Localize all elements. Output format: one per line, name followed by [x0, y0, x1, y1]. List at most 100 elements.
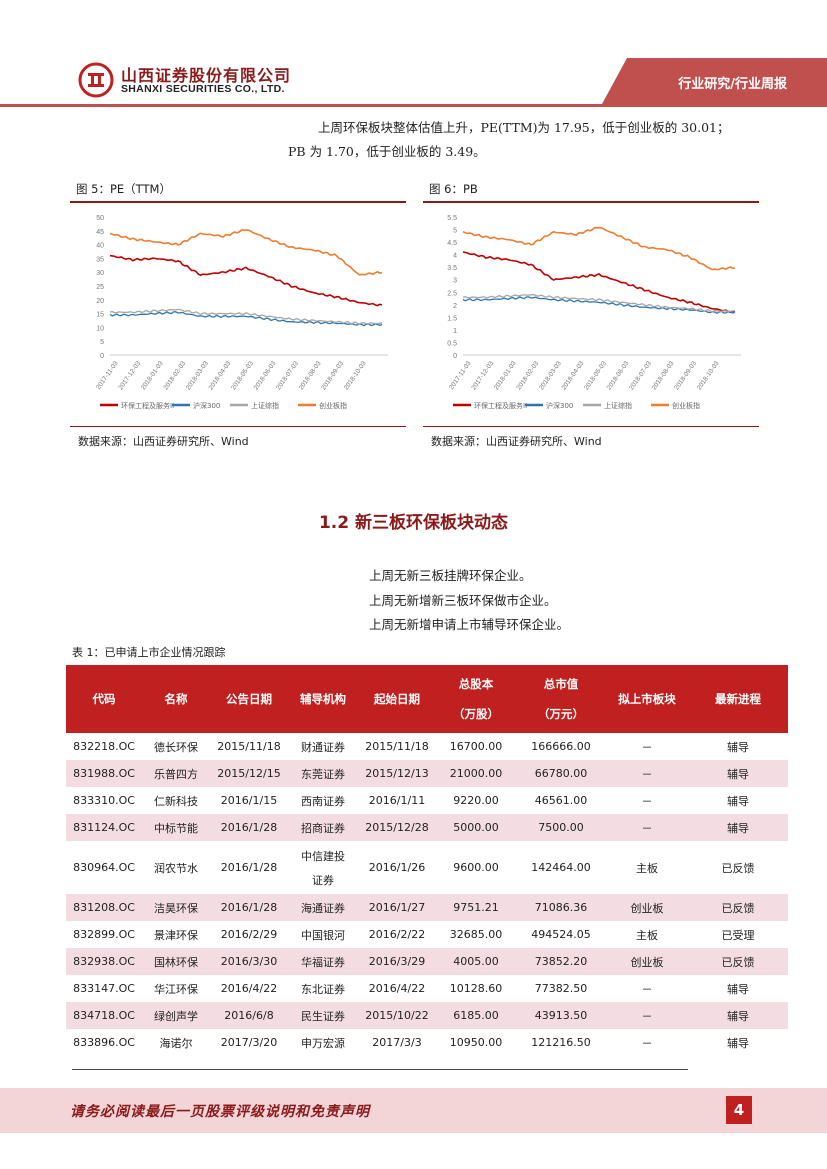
cell-code: 832899.OC [73, 928, 135, 941]
cell-advisor: 财通证券 [301, 740, 345, 754]
header-board: 拟上市板块 [606, 665, 688, 733]
cell-progress: 辅导 [727, 740, 749, 754]
cell-board: － [606, 1002, 688, 1029]
table-row: 831208.OC 洁昊环保 2016/1/28 海通证券 2016/1/27 9751.… [66, 894, 788, 921]
cell-market-cap: 73852.20 [516, 948, 606, 975]
cell-name: 仁新科技 [154, 794, 198, 808]
cell-name: 华江环保 [154, 982, 198, 996]
header-code: 代码 [66, 665, 142, 733]
cell-code: 831208.OC [66, 894, 142, 921]
x-tick-label: 2018-07-03 [628, 360, 653, 392]
page-number: 4 [726, 1096, 752, 1124]
table-row: 830964.OC 润农节水 2016/1/28 中信建投 证券 2016/1/26 960… [66, 841, 788, 894]
y-tick-label: 5 [100, 339, 104, 346]
cell-start-date: 2017/3/3 [372, 1036, 422, 1049]
cell-name: 中标节能 [142, 814, 210, 841]
cell-advisor: 东北证券 [301, 982, 345, 996]
cell-progress: 辅导 [688, 760, 788, 787]
table-row: 834718.OC 绿创声学 2016/6/8 民生证券 2015/10/22 6185.… [66, 1002, 788, 1029]
header-name: 名称 [142, 665, 210, 733]
cell-announce-date: 2016/1/28 [220, 861, 278, 874]
x-tick-label: 2018-05-03 [583, 360, 608, 392]
cell-progress: 辅导 [688, 814, 788, 841]
table-row: 833896.OC 海诺尔 2017/3/20 申万宏源 2017/3/3 10950.0… [66, 1029, 788, 1056]
cell-announce-date: 2015/11/18 [217, 740, 281, 753]
page-footer: 请务必阅读最后一页股票评级说明和免责声明 4 [0, 1088, 827, 1133]
cell-start-date: 2015/12/28 [358, 814, 436, 841]
legend-label: 上证综指 [604, 401, 632, 410]
header-rule [0, 104, 827, 107]
y-tick-label: 45 [96, 229, 104, 236]
x-tick-label: 2018-10-03 [343, 360, 368, 392]
y-tick-label: 3 [453, 278, 457, 285]
y-tick-label: 15 [96, 312, 104, 319]
cell-start-date: 2016/1/26 [368, 861, 426, 874]
series-line-hs300 [462, 296, 736, 315]
y-tick-label: 1.5 [447, 315, 457, 322]
cell-market-cap: 46561.00 [534, 794, 588, 807]
cell-announce-date: 2016/1/28 [210, 814, 288, 841]
x-tick-label: 2018-01-03 [493, 360, 518, 392]
y-tick-label: 35 [96, 256, 104, 263]
cell-code: 831988.OC [66, 760, 142, 787]
cell-advisor: 申万宏源 [301, 1036, 345, 1050]
cell-advisor: 西南证券 [301, 794, 345, 808]
x-tick-label: 2017-12-03 [470, 360, 495, 392]
cell-name: 海诺尔 [159, 1036, 193, 1050]
figure6-source: 数据来源：山西证券研究所、Wind [431, 435, 602, 448]
cell-market-cap: 166666.00 [531, 740, 591, 753]
figure6-bottom-rule [423, 426, 759, 427]
cell-progress: 辅导 [727, 982, 749, 996]
cell-total-shares: 10950.00 [449, 1036, 503, 1049]
figure5-title: 图 5：PE（TTM） [76, 182, 171, 196]
cell-start-date: 2016/3/29 [358, 948, 436, 975]
cell-start-date: 2015/10/22 [358, 1002, 436, 1029]
x-tick-label: 2018-02-03 [162, 360, 187, 392]
page-header: 山西证券股份有限公司 SHANXI SECURITIES CO., LTD. 行… [0, 0, 827, 110]
cell-advisor: 中信建投 证券 [301, 849, 345, 887]
company-name-en: SHANXI SECURITIES CO., LTD. [121, 83, 285, 95]
series-line-cyb [462, 226, 736, 271]
cell-advisor: 招商证券 [288, 814, 358, 841]
x-tick-label: 2018-09-03 [320, 360, 345, 392]
table-title: 表 1：已申请上市企业情况跟踪 [72, 646, 226, 659]
cell-board: 主板 [636, 861, 658, 875]
legend-label: 上证综指 [251, 401, 279, 410]
y-tick-label: 40 [96, 243, 104, 250]
cell-code: 832938.OC [66, 948, 142, 975]
legend-label: 环保工程及服务II [121, 401, 174, 410]
x-tick-label: 2018-04-03 [561, 360, 586, 392]
cell-start-date: 2016/2/22 [368, 928, 426, 941]
cell-name: 景津环保 [154, 928, 198, 942]
cell-market-cap: 77382.50 [534, 982, 588, 995]
series-line-env [462, 251, 736, 314]
cell-total-shares: 10128.60 [449, 982, 503, 995]
table-header-row: 代码 名称 公告日期 辅导机构 起始日期 总股本 （万股） 总市值 （万元） 拟上市… [66, 665, 788, 733]
x-tick-label: 2018-10-03 [696, 360, 721, 392]
x-tick-label: 2018-04-03 [208, 360, 233, 392]
series-line-sh [109, 308, 383, 325]
cell-name: 乐普四方 [142, 760, 210, 787]
y-tick-label: 2.5 [447, 290, 457, 297]
cell-market-cap: 66780.00 [516, 760, 606, 787]
report-type-tab: 行业研究/行业周报 [602, 58, 827, 104]
cell-advisor: 中国银河 [301, 928, 345, 942]
cell-board: 主板 [636, 928, 658, 942]
cell-name: 国林环保 [142, 948, 210, 975]
cell-total-shares: 16700.00 [449, 740, 503, 753]
cell-name: 洁昊环保 [142, 894, 210, 921]
figure5-bottom-rule [70, 426, 406, 427]
cell-code: 832218.OC [73, 740, 135, 753]
cell-start-date: 2016/1/27 [358, 894, 436, 921]
cell-board: － [606, 814, 688, 841]
y-tick-label: 10 [96, 325, 104, 332]
cell-board: － [641, 982, 653, 996]
figure6-title: 图 6：PB [429, 182, 478, 196]
y-tick-label: 4.5 [447, 240, 457, 247]
cell-code: 834718.OC [66, 1002, 142, 1029]
cell-progress: 已反馈 [688, 894, 788, 921]
cell-announce-date: 2016/2/29 [220, 928, 278, 941]
cell-market-cap: 121216.50 [531, 1036, 591, 1049]
cell-total-shares: 9751.21 [436, 894, 516, 921]
intro-line-1: 上周环保板块整体估值上升，PE(TTM)为 17.95，低于创业板的 30.01… [318, 120, 730, 135]
